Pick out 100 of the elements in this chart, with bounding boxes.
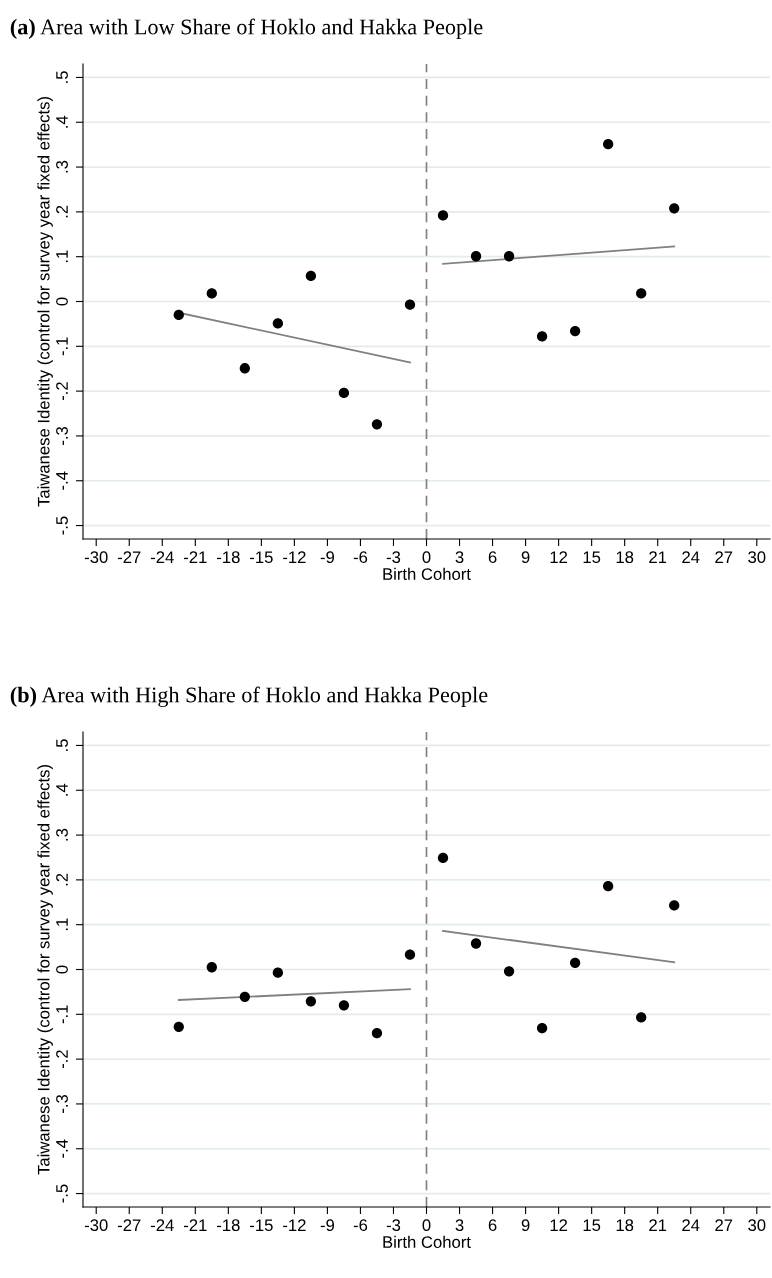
- y-tick-label: -.1: [56, 1005, 68, 1024]
- y-tick-label: -.5: [56, 516, 68, 535]
- point: [206, 962, 217, 973]
- x-tick-label: 0: [422, 551, 431, 564]
- point: [636, 1012, 647, 1023]
- x-tick-label: 27: [715, 551, 733, 563]
- x-tick-label: 15: [583, 551, 601, 564]
- x-axis-title: Birth Cohort: [383, 567, 471, 580]
- x-tick-label: 18: [616, 1219, 634, 1232]
- point: [338, 387, 350, 399]
- point: [437, 852, 449, 864]
- y-tick-label: -.1: [56, 337, 68, 356]
- point: [371, 419, 383, 430]
- point: [470, 938, 482, 949]
- y-tick-label: .5: [56, 71, 68, 83]
- x-tick-label: 6: [488, 551, 497, 564]
- x-tick-label: -6: [353, 1219, 368, 1232]
- x-tick-label: 0: [422, 1219, 431, 1232]
- y-tick-label: -.2: [56, 382, 68, 401]
- x-tick-label: 27: [715, 1219, 733, 1231]
- x-tick-label: -27: [117, 551, 141, 563]
- x-tick-label: -18: [217, 551, 240, 564]
- point: [503, 966, 515, 977]
- x-tick-label: -24: [150, 551, 174, 563]
- x-tick-label: 30: [748, 1219, 766, 1232]
- x-tick-label: -3: [386, 551, 401, 564]
- y-tick-label: .4: [56, 783, 68, 796]
- point: [569, 325, 581, 337]
- point: [437, 210, 449, 221]
- point: [272, 967, 284, 978]
- point: [636, 288, 647, 299]
- point: [305, 996, 317, 1007]
- point: [669, 203, 680, 214]
- x-tick-label: 18: [616, 551, 634, 564]
- point: [536, 331, 548, 342]
- x-tick-label: 24: [682, 1219, 700, 1231]
- x-tick-label: 12: [550, 1219, 568, 1231]
- x-tick-label: 6: [488, 1219, 497, 1232]
- point: [470, 251, 482, 262]
- x-tick-label: 21: [649, 551, 667, 563]
- x-tick-label: -9: [320, 1219, 335, 1232]
- y-tick-label: .2: [56, 873, 68, 886]
- chart-title: (a) Area with Low Share of Hoklo and Hakka People: [10, 18, 483, 39]
- point: [239, 991, 250, 1002]
- point: [272, 318, 284, 329]
- x-tick-label: 12: [550, 551, 568, 563]
- y-tick-label: .2: [56, 205, 68, 218]
- y-tick-label: -.3: [56, 1094, 68, 1113]
- y-tick-label: .1: [56, 250, 68, 263]
- x-tick-label: -3: [386, 1219, 401, 1232]
- x-tick-label: -24: [150, 1219, 174, 1231]
- x-axis-title: Birth Cohort: [383, 1235, 471, 1248]
- x-tick-label: 3: [455, 1219, 464, 1232]
- x-tick-label: 24: [682, 551, 700, 563]
- y-tick-label: -.4: [56, 1139, 68, 1158]
- x-tick-label: -18: [217, 1219, 240, 1232]
- y-tick-label: .1: [56, 918, 68, 931]
- y-axis-title: Taiwanese Identity (control for survey year fixed effects): [37, 97, 53, 507]
- x-tick-label: -21: [183, 1219, 207, 1231]
- point: [569, 957, 581, 968]
- point: [404, 949, 416, 960]
- x-tick-label: -12: [283, 551, 306, 563]
- x-tick-label: 9: [521, 1219, 530, 1232]
- y-tick-label: -.5: [56, 1184, 68, 1203]
- y-tick-label: 0: [56, 965, 68, 974]
- y-tick-label: -.4: [56, 471, 68, 490]
- point: [404, 299, 416, 310]
- x-tick-label: -12: [283, 1219, 306, 1231]
- y-tick-label: 0: [56, 297, 68, 306]
- point: [603, 139, 614, 150]
- y-tick-label: -.2: [56, 1050, 68, 1069]
- x-tick-label: -15: [250, 1219, 273, 1232]
- y-tick-label: .5: [56, 739, 68, 751]
- y-tick-label: .3: [56, 160, 68, 173]
- point: [503, 251, 515, 262]
- point: [173, 309, 184, 321]
- y-tick-label: -.3: [56, 426, 68, 445]
- x-tick-label: 30: [748, 551, 766, 564]
- point: [305, 270, 317, 282]
- point: [206, 288, 217, 299]
- y-tick-label: .4: [56, 115, 68, 128]
- point: [669, 900, 680, 911]
- x-tick-label: -21: [183, 551, 207, 563]
- x-tick-label: -27: [117, 1219, 141, 1231]
- x-tick-label: 21: [649, 1219, 667, 1231]
- y-tick-label: .3: [56, 828, 68, 841]
- x-tick-label: 9: [521, 551, 530, 564]
- x-tick-label: -15: [250, 551, 273, 564]
- chart-title: (b) Area with High Share of Hoklo and Hakka People: [10, 686, 488, 707]
- x-tick-label: 3: [455, 551, 464, 564]
- point: [338, 1000, 350, 1011]
- x-tick-label: -9: [320, 551, 335, 564]
- point: [173, 1021, 184, 1033]
- x-tick-label: 15: [583, 1219, 601, 1232]
- point: [536, 1023, 548, 1034]
- point: [603, 881, 614, 892]
- x-tick-label: -6: [353, 551, 368, 564]
- x-tick-label: -30: [84, 551, 108, 564]
- point: [371, 1027, 383, 1039]
- x-tick-label: -30: [84, 1219, 108, 1232]
